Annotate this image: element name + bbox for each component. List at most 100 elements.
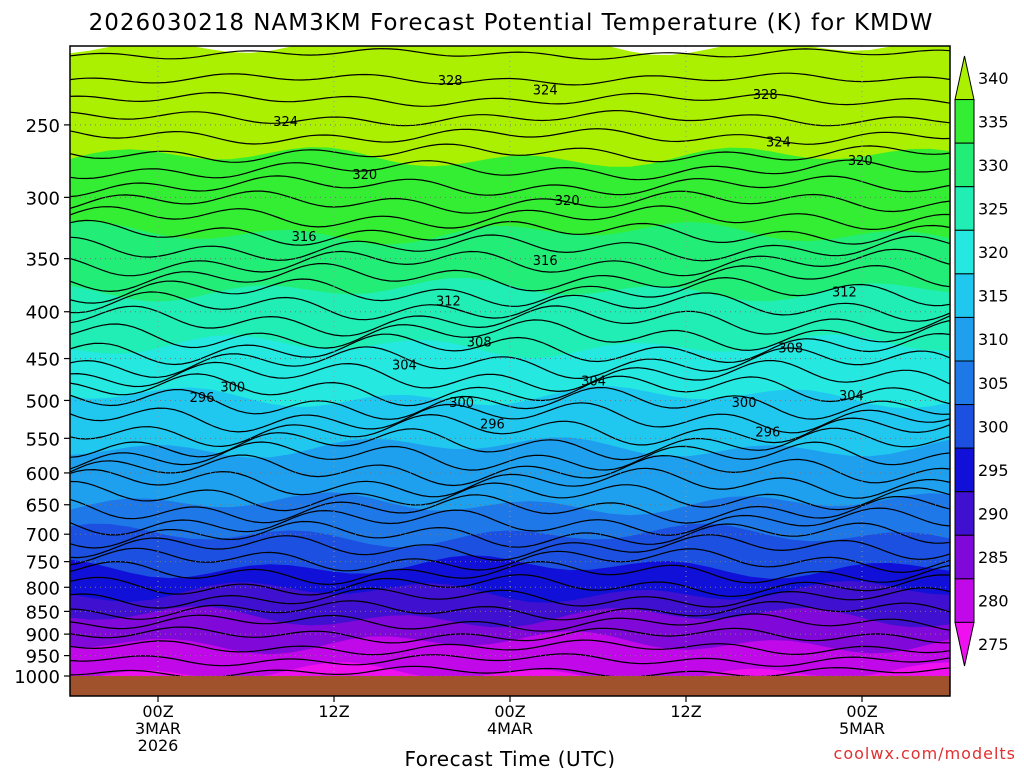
- colorbar-label: 325: [978, 200, 1009, 219]
- colorbar-label: 280: [978, 592, 1009, 611]
- x-tick-label: 12Z: [318, 702, 349, 721]
- contour-line: [70, 480, 950, 512]
- y-axis: 2503003504004505005506006507007508008509…: [14, 116, 70, 688]
- chart-title: 2026030218 NAM3KM Forecast Potential Tem…: [89, 10, 934, 36]
- colorbar-swatch: [954, 578, 975, 623]
- contour-line: [70, 467, 950, 499]
- temperature-band: [70, 334, 950, 413]
- contour-line: [70, 175, 950, 198]
- contour-line: [70, 190, 950, 214]
- colorbar-label: 275: [978, 635, 1009, 654]
- contour-line: [70, 360, 950, 393]
- contour-label: 328: [438, 74, 463, 89]
- contour-label: 304: [581, 375, 606, 390]
- colorbar-swatch: [954, 186, 975, 231]
- contour-line: [70, 534, 950, 561]
- colorbar-swatch: [954, 404, 975, 449]
- contour-label: 308: [778, 342, 803, 357]
- contour-label: 320: [555, 194, 580, 209]
- colorbar-label: 295: [978, 461, 1009, 480]
- colorbar-swatch: [954, 360, 975, 406]
- contour-label: 324: [273, 115, 298, 130]
- y-tick-label: 350: [26, 250, 60, 271]
- contour-labels: 328 324 328 324 324 320 320 320 316 316 312 312 308 3…: [190, 74, 873, 441]
- contour-line: [70, 319, 950, 351]
- colorbar-swatch: [954, 229, 975, 275]
- y-tick-label: 900: [26, 625, 60, 646]
- contour-label: 300: [732, 396, 757, 411]
- y-tick-label: 250: [26, 116, 60, 137]
- contour-line: [70, 305, 950, 337]
- x-axis-label: Forecast Time (UTC): [404, 747, 615, 768]
- colorbar-swatch: [954, 316, 975, 362]
- colorbar-swatch: [954, 621, 975, 667]
- contour-label: 296: [755, 425, 780, 440]
- y-tick-label: 950: [26, 647, 60, 668]
- contour-line: [70, 587, 950, 609]
- grid-lines: [70, 46, 950, 676]
- contour-label: 320: [848, 154, 873, 169]
- contour-line: [70, 626, 950, 644]
- contour-label: 300: [449, 396, 474, 411]
- colorbar-label: 330: [978, 156, 1009, 175]
- colorbar-swatch: [954, 491, 975, 536]
- x-tick-label: 00Z: [142, 702, 173, 721]
- colorbar-swatch: [954, 55, 975, 101]
- y-tick-label: 600: [26, 464, 60, 485]
- credit-text: coolwx.com/modelts: [834, 744, 1016, 763]
- colorbar-swatch: [954, 273, 975, 318]
- contour-line: [70, 494, 950, 524]
- colorbar-swatch: [954, 142, 975, 188]
- colorbar: 340 335 330 325 320 315 310 305 300 295 290 285 280 2…: [954, 55, 1009, 667]
- y-tick-label: 800: [26, 578, 60, 599]
- contour-label: 328: [753, 88, 778, 103]
- ground-strip: [70, 676, 950, 696]
- colorbar-label: 320: [978, 243, 1009, 262]
- x-tick-label: 12Z: [670, 702, 701, 721]
- contour-line: [70, 72, 950, 86]
- contour-label: 312: [436, 294, 461, 309]
- contour-line: [70, 600, 950, 621]
- contour-line: [70, 128, 950, 145]
- colorbar-label: 310: [978, 330, 1009, 349]
- contour-line: [70, 653, 950, 667]
- temperature-band: [70, 386, 950, 462]
- contour-label: 308: [467, 335, 492, 350]
- contour-line: [70, 454, 950, 487]
- colorbar-label: 290: [978, 505, 1009, 524]
- contour-label: 320: [352, 168, 377, 183]
- contour-line: [70, 402, 950, 434]
- contour-line: [70, 427, 950, 461]
- colorbar-swatch: [954, 447, 975, 493]
- contour-line: [70, 159, 950, 181]
- x-tick-label: 5MAR: [839, 719, 885, 738]
- contour-label: 324: [533, 83, 558, 98]
- y-tick-label: 750: [26, 553, 60, 574]
- y-tick-label: 700: [26, 525, 60, 546]
- contour-line: [70, 373, 950, 407]
- contour-line: [70, 639, 950, 656]
- contour-line: [70, 574, 950, 597]
- y-tick-label: 550: [26, 429, 60, 450]
- y-tick-label: 650: [26, 496, 60, 517]
- contour-label: 316: [533, 254, 558, 269]
- contour-line: [70, 143, 950, 163]
- contour-line: [70, 205, 950, 231]
- colorbar-swatch: [954, 99, 975, 144]
- contour-label: 296: [480, 417, 505, 432]
- y-tick-label: 850: [26, 602, 60, 623]
- contour-line: [70, 332, 950, 366]
- y-tick-label: 400: [26, 303, 60, 324]
- contour-line: [70, 48, 950, 60]
- x-tick-label: 00Z: [846, 702, 877, 721]
- contour-label: 316: [292, 230, 317, 245]
- colorbar-label: 285: [978, 548, 1009, 567]
- contour-line: [70, 234, 950, 262]
- isentrope-contours: [70, 48, 950, 676]
- x-tick-label: 2026: [138, 736, 179, 755]
- contour-label: 312: [832, 285, 857, 300]
- x-tick-label: 00Z: [494, 702, 525, 721]
- contour-label: 300: [220, 381, 245, 396]
- contour-line: [70, 109, 950, 127]
